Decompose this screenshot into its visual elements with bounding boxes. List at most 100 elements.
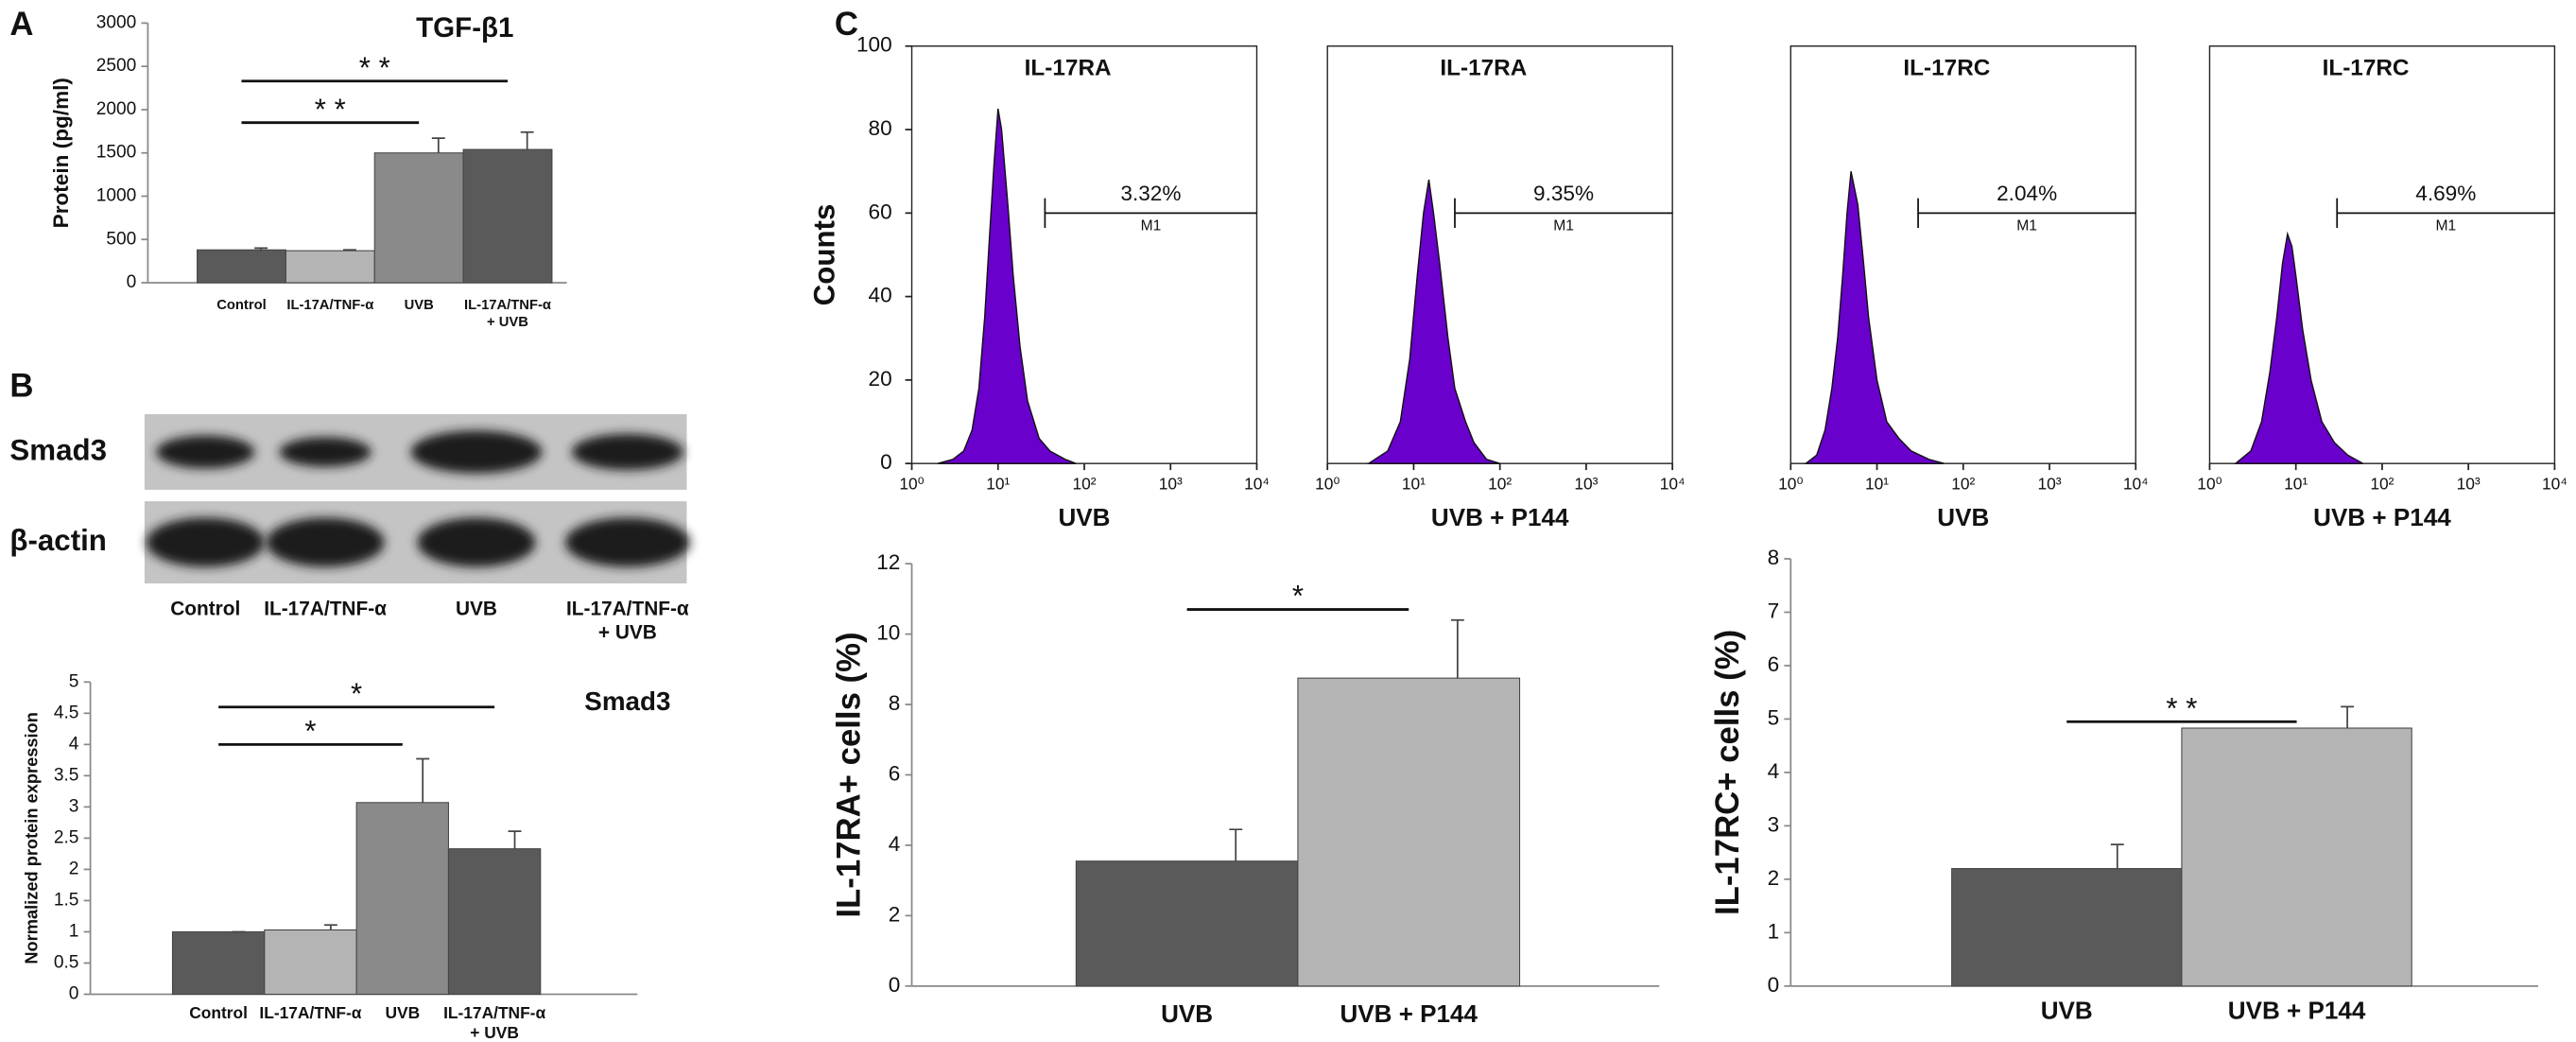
bar: [447, 848, 542, 996]
significance-label: * *: [2166, 691, 2197, 724]
gate: [1044, 198, 1257, 228]
chart-title: Smad3: [584, 686, 670, 716]
blot-band: [279, 437, 372, 467]
x-tick-label: 10⁴: [2542, 474, 2567, 493]
y-tick-label: 2: [889, 902, 901, 926]
y-tick-label: 500: [106, 229, 136, 249]
error-bar: [254, 247, 268, 251]
gate-label: M1: [2435, 217, 2456, 234]
blot-band: [564, 517, 690, 567]
x-axis-label: UVB + P144: [2313, 503, 2451, 531]
gate-percent: 4.69%: [2415, 182, 2476, 205]
y-tick-label: 60: [869, 200, 892, 223]
bar: [285, 250, 375, 284]
y-axis-label: IL-17RA+ cells (%): [831, 632, 867, 917]
y-tick-label: 40: [869, 284, 892, 307]
gate: [1454, 198, 1673, 228]
blot-row-label: β-actin: [9, 524, 106, 557]
bar: [1075, 860, 1299, 987]
blot-lane-label: UVB: [456, 598, 497, 619]
bar: [197, 249, 286, 284]
y-tick-label: 10: [876, 621, 900, 645]
x-tick-label: IL-17A/TNF-α: [286, 298, 373, 313]
x-axis-label: UVB: [1059, 503, 1111, 531]
x-tick-label: 10¹: [2284, 474, 2308, 493]
y-tick-label: 7: [1768, 599, 1780, 622]
bar: [373, 152, 464, 284]
panel-letter: B: [9, 368, 33, 404]
x-tick-label: UVB: [2041, 997, 2093, 1025]
chart-title: TGF-β1: [416, 12, 513, 43]
bar: [355, 802, 449, 996]
y-tick-label: 1: [69, 922, 79, 942]
x-tick-label: UVB + P144: [1340, 999, 1478, 1028]
x-tick-label: 10³: [2037, 474, 2061, 493]
x-tick-label: 10⁴: [1660, 474, 1686, 493]
x-tick-label: + UVB: [487, 315, 528, 330]
error-bar: [431, 137, 445, 153]
plot-frame: [1326, 45, 1673, 464]
blot-row-label: Smad3: [9, 433, 107, 466]
x-tick-label: 10⁴: [1244, 474, 1270, 493]
y-tick-label: 4: [1768, 759, 1780, 783]
y-tick-label: 5: [1768, 705, 1780, 729]
blot-band: [146, 517, 265, 567]
y-tick-label: 20: [869, 367, 892, 391]
x-tick-label: UVB: [385, 1003, 420, 1022]
blot-lane-label: IL-17A/TNF-α: [264, 598, 387, 619]
gate-percent: 3.32%: [1120, 182, 1181, 205]
x-tick-label: 10³: [2457, 474, 2481, 493]
blot-lane-label: IL-17A/TNF-α: [566, 598, 689, 619]
error-bar: [416, 757, 430, 803]
y-tick-label: 1: [1768, 919, 1780, 943]
chart-title: IL-17RC: [1903, 56, 1990, 81]
y-tick-label: 4: [889, 832, 901, 856]
chart-title: IL-17RC: [2323, 56, 2410, 81]
x-tick-label: 10¹: [986, 474, 1010, 493]
y-tick-label: 8: [1768, 546, 1780, 569]
blot-band: [156, 435, 255, 469]
y-tick-label: 4.5: [54, 703, 79, 722]
error-bar: [2110, 843, 2124, 869]
plot-frame: [2208, 45, 2556, 464]
y-tick-label: 2: [1768, 866, 1780, 890]
x-tick-label: 10³: [1159, 474, 1183, 493]
plot-frame: [910, 45, 1258, 464]
y-tick-label: 100: [856, 33, 892, 57]
blot-band: [571, 433, 683, 471]
y-tick-label: 2.5: [54, 827, 79, 847]
x-tick-label: UVB + P144: [2228, 997, 2366, 1025]
error-bar: [1450, 618, 1464, 679]
error-bar: [520, 130, 534, 150]
y-tick-label: 0: [880, 450, 892, 474]
significance-label: *: [351, 677, 362, 710]
y-tick-label: 2500: [96, 56, 137, 76]
x-tick-label: Control: [189, 1003, 248, 1022]
bar: [462, 148, 553, 284]
y-tick-label: 1000: [96, 186, 137, 206]
y-tick-label: 0: [1768, 973, 1780, 997]
y-tick-label: 3.5: [54, 765, 79, 785]
y-tick-label: 0: [127, 272, 137, 292]
gate-percent: 9.35%: [1533, 182, 1594, 205]
gate: [2336, 198, 2555, 228]
x-tick-label: 10⁰: [1778, 474, 1803, 493]
y-tick-label: 2: [69, 859, 79, 878]
x-tick-label: 10⁰: [899, 474, 924, 493]
chart-title: IL-17RA: [1025, 56, 1112, 81]
y-tick-label: 8: [889, 691, 901, 715]
blot-lane-label: + UVB: [598, 621, 657, 643]
bar: [2181, 727, 2412, 987]
panel-letter: A: [9, 7, 33, 43]
blot-band: [417, 517, 536, 567]
error-bar: [508, 830, 522, 849]
bar: [1951, 868, 2183, 987]
x-tick-label: Control: [216, 298, 267, 313]
x-tick-label: 10³: [1574, 474, 1598, 493]
x-tick-label: + UVB: [470, 1023, 519, 1042]
y-tick-label: 12: [876, 550, 900, 574]
x-tick-label: UVB: [405, 298, 434, 313]
y-tick-label: 0: [889, 973, 901, 997]
histogram: [937, 108, 1077, 464]
